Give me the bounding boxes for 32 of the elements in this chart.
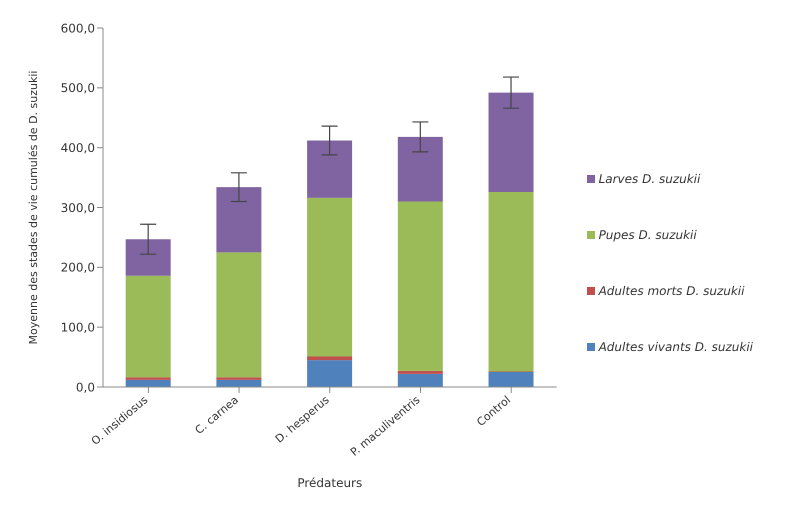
y-tick-label: 200,0 [60,260,95,275]
bar [126,239,171,276]
bar [398,136,443,202]
legend-label: Adultes vivants D. suzukii [598,340,753,354]
bar [307,140,352,198]
bar [216,380,262,387]
bar [216,187,262,252]
y-axis-title: Moyenne des stades de vie cumulés de D. suzukii [26,70,40,344]
bar [216,377,262,380]
y-tick-label: 600,0 [60,21,95,36]
legend-label: Pupes D. suzukii [598,228,697,242]
y-tick-label: 300,0 [60,200,95,215]
bar [398,202,443,371]
bar [307,356,352,360]
x-axis-title: Prédateurs [297,476,362,490]
bar [126,377,171,380]
bar [307,360,352,387]
bar [126,276,171,378]
legend-label: Adultes morts D. suzukii [598,284,744,298]
bar [488,372,534,387]
bar [398,374,443,387]
y-tick-label: 0,0 [76,380,95,394]
bar [126,380,171,387]
bar [488,92,534,192]
bar [216,252,262,378]
legend-label: Larves D. suzukii [598,172,700,186]
y-tick-label: 100,0 [60,320,95,334]
y-tick-label: 500,0 [60,81,95,96]
bar [307,198,352,356]
bar [398,370,443,374]
y-tick-label: 400,0 [60,140,95,155]
bar [488,192,534,372]
